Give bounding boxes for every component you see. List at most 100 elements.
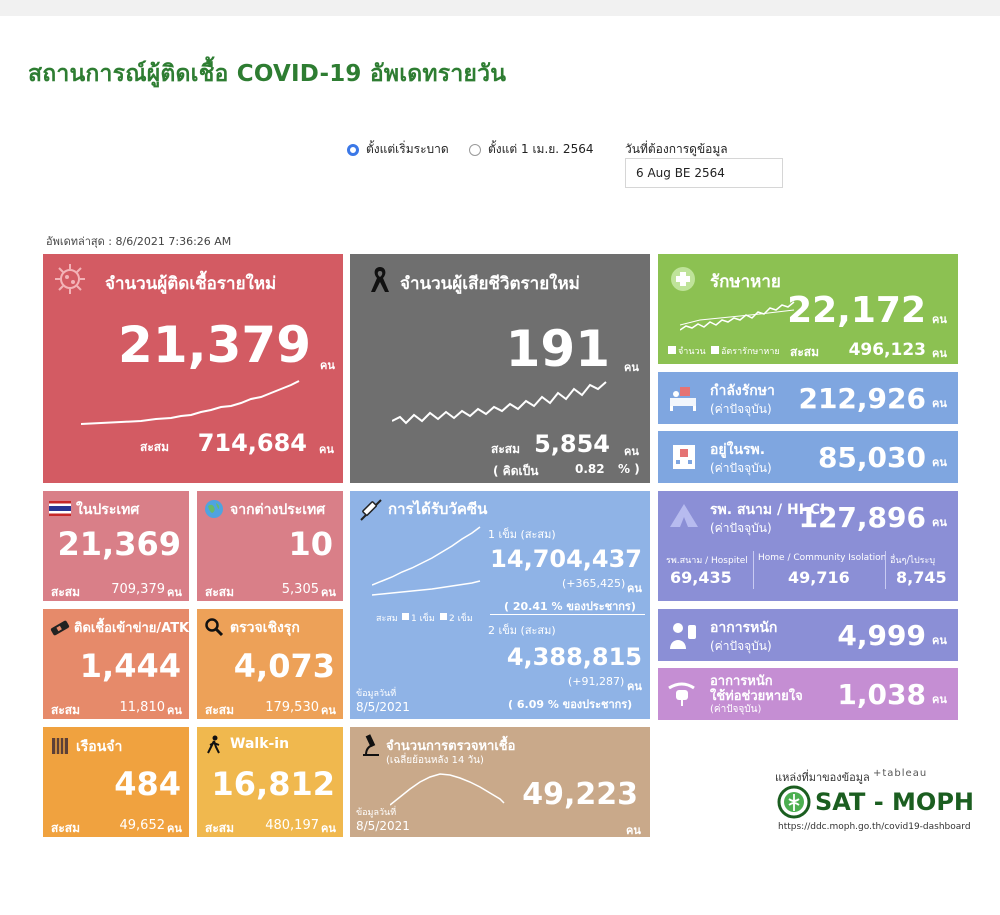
abroad-title: จากต่างประเทศ [230,502,326,518]
vaccine-title: การได้รับวัคซีน [388,500,488,518]
proactive-title: ตรวจเชิงรุก [230,620,300,636]
ventilator-value: 1,038 [837,678,926,711]
breakdown-value-hospitel: 69,435 [670,568,732,587]
unit-label: คน [932,456,947,469]
in-hospital-card: อยู่ในรพ. (ค่าปัจจุบัน) 85,030 คน [658,431,958,483]
source-url[interactable]: https://ddc.moph.go.th/covid19-dashboard [778,822,971,832]
deaths-acc: 5,854 [534,430,610,458]
deaths-card: จำนวนผู้เสียชีวิตรายใหม่ 191 คน สะสม 5,8… [350,254,650,483]
radio-since-outbreak[interactable]: ตั้งแต่เริ่มระบาด [347,140,449,159]
unit-label: คน [167,822,182,835]
test-kit-icon [49,619,71,637]
unit-label: คน [626,824,641,837]
deaths-title: จำนวนผู้เสียชีวิตรายใหม่ [400,274,580,294]
recovered-title: รักษาหาย [710,272,781,292]
thai-flag-icon [49,501,71,516]
dose1-pct: ( 20.41 % ของประชากร) [504,600,636,613]
recovered-sparkline [680,301,795,331]
hospital-icon [671,441,697,471]
in-hospital-value: 85,030 [817,441,926,474]
tent-icon [668,501,700,529]
unit-label: คน [627,680,642,693]
deaths-pct: 0.82 [575,462,605,476]
severe-card: อาการหนัก (ค่าปัจจุบัน) 4,999 คน [658,609,958,661]
unit-label: คน [319,443,334,456]
unit-label: คน [932,634,947,647]
new-cases-card: จำนวนผู้ติดเชื้อรายใหม่ 21,379 คน สะสม 7… [43,254,343,483]
lab-tests-title: จำนวนการตรวจหาเชื้อ [386,739,516,754]
vaccine-data-date-label: ข้อมูลวันที่ [356,689,397,699]
divider [885,551,886,589]
virus-icon [53,262,87,296]
atk-value: 1,444 [79,647,181,685]
prison-icon [51,737,69,755]
legend-rate-swatch [711,346,719,354]
recovered-value: 22,172 [787,290,926,331]
proactive-card: ตรวจเชิงรุก 4,073 สะสม 179,530 คน [197,609,343,719]
unit-label: คน [932,693,947,706]
ventilator-card: อาการหนัก ใช้ท่อช่วยหายใจ (ค่าปัจจุบัน) … [658,668,958,720]
lab-data-date: 8/5/2021 [356,819,410,833]
lab-tests-sparkline [390,773,505,806]
proactive-acc: 179,530 [265,700,319,715]
unit-label: คน [321,586,336,599]
acc-label: สะสม [491,442,521,456]
domestic-card: ในประเทศ 21,369 สะสม 709,379 คน [43,491,189,601]
plus-icon [670,266,696,292]
atk-acc: 11,810 [119,700,166,715]
walkin-title: Walk-in [230,736,290,752]
unit-label: คน [932,397,947,410]
in-hospital-subtitle: (ค่าปัจจุบัน) [710,461,772,475]
field-hospital-title: รพ. สนาม / HI-CI [710,502,826,518]
legend-count-label: จำนวน [678,347,706,357]
deaths-pct-prefix: ( คิดเป็น [493,464,539,478]
acc-label: สะสม [790,345,820,359]
unit-label: คน [932,313,947,326]
dose1-value: 14,704,437 [490,545,642,573]
page-title: สถานการณ์ผู้ติดเชื้อ COVID-19 อัพเดทรายว… [28,61,507,87]
new-cases-value: 21,379 [118,316,311,374]
breakdown-value-other: 8,745 [896,568,947,587]
recovered-card: รักษาหาย 22,172 คน จำนวน อัตรารักษาหาย ส… [658,254,958,364]
dose1-delta: (+365,425) [562,577,626,590]
deaths-pct-suffix: % ) [618,462,640,476]
walkin-acc: 480,197 [265,818,319,833]
radio-since-april[interactable]: ตั้งแต่ 1 เม.ย. 2564 [469,140,593,159]
vaccine-legend-1: 1 เข็ม [411,614,435,624]
prison-acc: 49,652 [119,818,166,833]
prison-card: เรือนจำ 484 สะสม 49,652 คน [43,727,189,837]
recovered-acc: 496,123 [848,340,926,360]
treating-value: 212,926 [798,382,926,415]
new-cases-acc: 714,684 [197,429,307,457]
ribbon-icon [368,264,392,294]
acc-label: สะสม [140,440,170,454]
dose2-pct: ( 6.09 % ของประชากร) [508,698,633,711]
prison-value: 484 [114,765,181,803]
deaths-sparkline [392,381,607,425]
moph-logo [777,785,811,819]
field-hospital-subtitle: (ค่าปัจจุบัน) [710,521,772,535]
acc-label: สะสม [205,585,235,599]
legend-dose1-swatch [402,613,409,620]
prison-title: เรือนจำ [76,739,123,755]
date-label: วันที่ต้องการดูข้อมูล [625,142,728,156]
domestic-title: ในประเทศ [76,502,140,518]
sat-moph-name: SAT - MOPH [815,788,974,816]
walking-icon [205,735,223,755]
vaccine-card: การได้รับวัคซีน สะสม 1 เข็ม 2 เข็ม ข้อมู… [350,491,650,719]
last-update: อัพเดทล่าสุด : 8/6/2021 7:36:26 AM [46,235,232,248]
lab-data-date-label: ข้อมูลวันที่ [356,808,397,818]
legend-rate-label: อัตรารักษาหาย [721,347,780,357]
unit-label: คน [627,582,642,595]
dose2-label: 2 เข็ม (สะสม) [488,624,556,637]
severe-title: อาการหนัก [710,620,778,636]
unit-label: คน [321,822,336,835]
date-input[interactable]: 6 Aug BE 2564 [625,158,783,188]
ventilator-title-1: อาการหนัก [710,674,773,689]
treating-subtitle: (ค่าปัจจุบัน) [710,402,772,416]
tableau-logo: +tableau [873,768,928,779]
unit-label: คน [932,516,947,529]
unit-label: คน [624,361,639,374]
lab-tests-card: จำนวนการตรวจหาเชื้อ (เฉลี่ยย้อนหลัง 14 ว… [350,727,650,837]
acc-label: สะสม [51,585,81,599]
